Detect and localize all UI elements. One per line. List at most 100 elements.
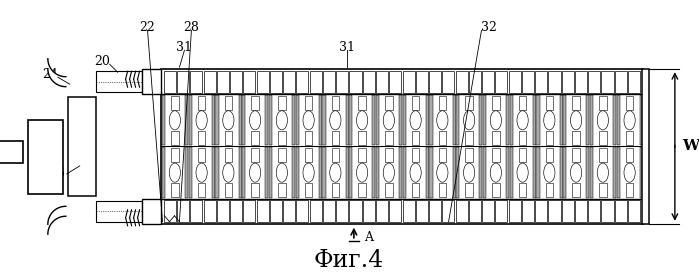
Bar	[590, 95, 593, 145]
Bar	[198, 131, 206, 145]
Bar	[483, 95, 487, 145]
Bar	[217, 71, 229, 93]
Bar	[373, 95, 375, 145]
Bar	[452, 95, 456, 145]
Bar	[535, 200, 547, 222]
Bar	[336, 200, 348, 222]
Bar	[617, 95, 620, 145]
Bar	[559, 148, 563, 198]
Bar	[323, 200, 335, 222]
Text: W: W	[682, 140, 699, 153]
Bar	[96, 71, 142, 92]
Bar	[323, 71, 335, 93]
Bar	[164, 71, 176, 93]
Ellipse shape	[250, 163, 261, 182]
Bar	[403, 148, 406, 198]
Bar	[190, 200, 203, 222]
Bar	[466, 148, 473, 162]
Ellipse shape	[544, 111, 555, 130]
Bar	[224, 96, 232, 110]
Ellipse shape	[169, 111, 180, 130]
Bar	[359, 183, 366, 197]
Bar	[452, 148, 456, 198]
Bar	[533, 95, 536, 145]
Text: A: A	[364, 231, 373, 244]
Bar	[305, 148, 312, 162]
Bar	[509, 71, 521, 93]
Bar	[331, 183, 339, 197]
Bar	[506, 95, 510, 145]
Bar	[572, 96, 580, 110]
Bar	[283, 71, 295, 93]
Bar	[536, 148, 540, 198]
Bar	[599, 183, 607, 197]
Bar	[296, 95, 299, 145]
Ellipse shape	[437, 163, 448, 182]
Bar	[331, 148, 339, 162]
Bar	[480, 148, 482, 198]
Bar	[546, 96, 553, 110]
Bar	[492, 96, 500, 110]
Bar	[522, 200, 534, 222]
Bar	[203, 200, 216, 222]
Bar	[510, 95, 513, 145]
Bar	[559, 95, 563, 145]
Bar	[589, 71, 600, 93]
Bar	[426, 148, 429, 198]
Bar	[482, 200, 494, 222]
Ellipse shape	[330, 163, 341, 182]
Bar	[376, 148, 379, 198]
Bar	[162, 95, 165, 145]
Bar	[536, 95, 540, 145]
Bar	[215, 95, 219, 145]
Bar	[224, 131, 232, 145]
Bar	[506, 148, 510, 198]
Bar	[469, 71, 481, 93]
Ellipse shape	[223, 163, 234, 182]
Bar	[142, 69, 161, 94]
Bar	[599, 131, 607, 145]
Bar	[224, 148, 232, 162]
Bar	[266, 148, 268, 198]
Ellipse shape	[303, 163, 315, 182]
Bar	[269, 95, 272, 145]
Bar	[310, 200, 322, 222]
Bar	[350, 200, 361, 222]
Bar	[429, 71, 441, 93]
Bar	[519, 183, 526, 197]
Bar	[238, 148, 242, 198]
Bar	[198, 96, 206, 110]
Bar	[613, 148, 617, 198]
Bar	[198, 148, 206, 162]
Bar	[546, 148, 553, 162]
Bar	[385, 96, 393, 110]
Bar	[230, 71, 242, 93]
Bar	[189, 95, 192, 145]
Bar	[480, 95, 482, 145]
Bar	[599, 96, 607, 110]
Bar	[519, 131, 526, 145]
Bar	[162, 148, 165, 198]
Bar	[389, 71, 401, 93]
Bar	[496, 200, 507, 222]
Bar	[403, 71, 415, 93]
Ellipse shape	[356, 163, 368, 182]
Bar	[626, 148, 633, 162]
Bar	[575, 200, 587, 222]
Bar	[350, 95, 352, 145]
Bar	[0, 141, 23, 163]
Text: Фиг.4: Фиг.4	[314, 249, 384, 272]
Bar	[161, 69, 643, 224]
Bar	[403, 200, 415, 222]
Bar	[350, 71, 361, 93]
Bar	[359, 96, 366, 110]
Text: 31: 31	[339, 41, 355, 54]
Bar	[456, 71, 468, 93]
Bar	[363, 71, 375, 93]
Bar	[628, 200, 640, 222]
Bar	[331, 96, 339, 110]
Bar	[586, 95, 589, 145]
Bar	[546, 183, 553, 197]
Bar	[278, 183, 286, 197]
Bar	[252, 183, 259, 197]
